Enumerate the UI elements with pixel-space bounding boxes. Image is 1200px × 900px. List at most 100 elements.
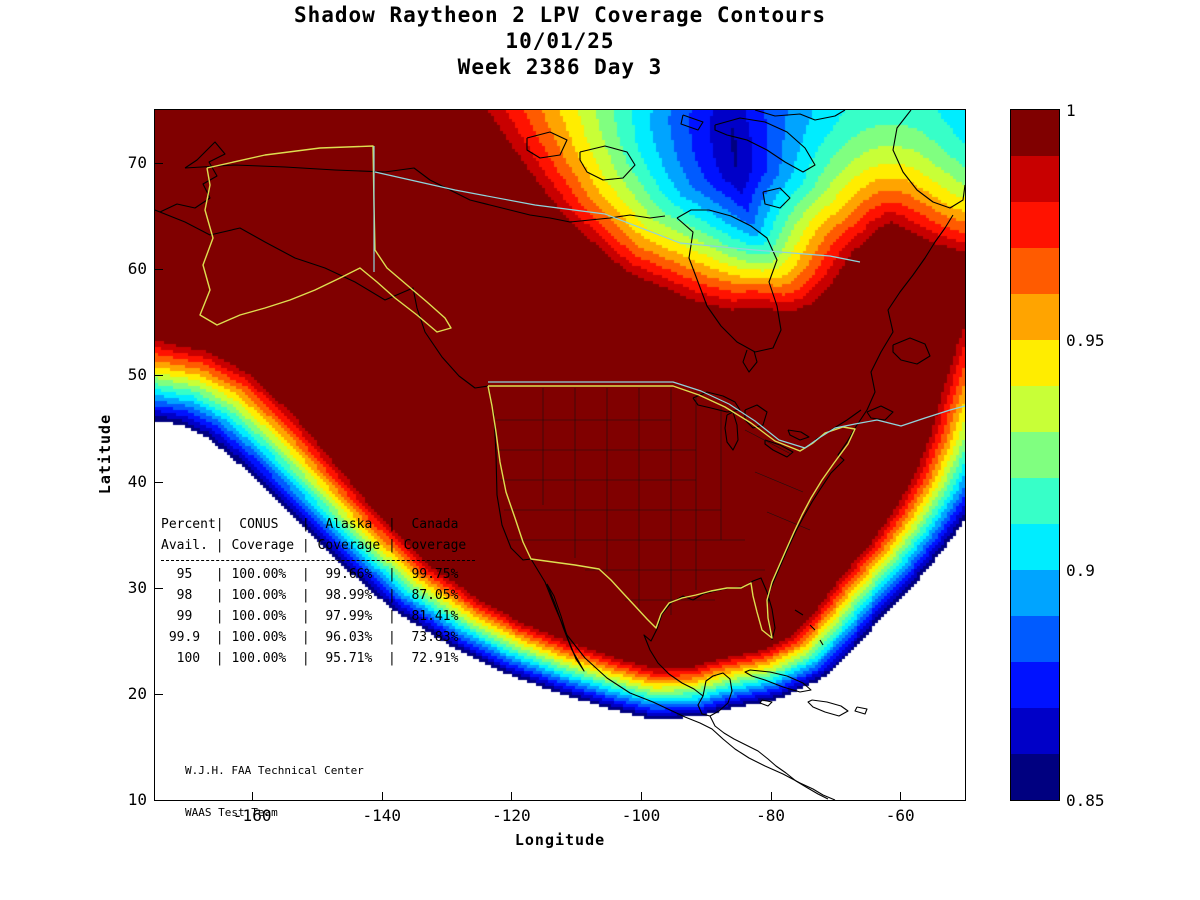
y-tick-mark <box>155 587 163 589</box>
coverage-table-header: Percent| CONUS | Alaska | Canada <box>161 517 475 532</box>
coastlines <box>692 391 741 413</box>
y-tick-label: 70 <box>127 153 147 173</box>
colorbar-band <box>1011 202 1059 248</box>
figure-title: Shadow Raytheon 2 LPV Coverage Contours … <box>155 2 965 80</box>
title-line1: Shadow Raytheon 2 LPV Coverage Contours <box>293 3 827 27</box>
colorbar-band <box>1011 386 1059 432</box>
x-tick-mark <box>900 792 902 800</box>
state-borders <box>754 471 804 493</box>
coastlines <box>487 385 836 800</box>
x-tick-label: -80 <box>756 806 786 825</box>
y-tick-label: 10 <box>127 790 147 809</box>
state-borders <box>766 511 811 531</box>
x-tick-label: -140 <box>362 806 402 825</box>
x-tick-mark <box>252 792 254 800</box>
coastlines <box>744 669 812 693</box>
coverage-table: Percent| CONUS | Alaska | Canada Avail. … <box>161 514 475 669</box>
x-tick-mark <box>770 792 772 800</box>
coastlines <box>742 349 758 373</box>
y-tick-mark <box>155 800 163 801</box>
coastlines <box>787 429 810 441</box>
fir-boundaries <box>374 171 861 263</box>
y-tick-mark <box>155 269 163 271</box>
coastlines <box>184 164 666 223</box>
coverage-table-row: 99.9 | 100.00% | 96.03% | 73.83% <box>161 630 475 645</box>
coastlines <box>866 405 894 421</box>
credit-line1: W.J.H. FAA Technical Center <box>185 764 364 777</box>
colorbar-band <box>1011 754 1059 800</box>
y-tick-mark <box>155 693 163 695</box>
colorbar-tick-label: 0.9 <box>1066 561 1095 580</box>
coverage-table-header: Avail. | Coverage | Coverage | Coverage <box>161 538 475 553</box>
coastlines <box>724 411 739 451</box>
x-tick-mark <box>641 792 642 800</box>
y-tick-label: 50 <box>127 365 147 385</box>
x-tick-label: -60 <box>885 806 915 825</box>
coastlines <box>807 699 849 717</box>
y-tick-mark <box>155 375 163 377</box>
coastlines <box>159 141 226 213</box>
y-tick-label: 60 <box>127 259 147 279</box>
colorbar-band <box>1011 294 1059 340</box>
colorbar-band <box>1011 432 1059 478</box>
coverage-table-row: 99 | 100.00% | 97.99% | 81.41% <box>161 609 475 624</box>
y-tick-mark <box>155 481 163 483</box>
y-tick-mark <box>155 163 163 165</box>
colorbar-band <box>1011 478 1059 524</box>
x-tick-label: -160 <box>232 806 272 825</box>
coastlines <box>854 214 954 429</box>
y-axis-label: Latitude <box>96 413 114 495</box>
x-tick-label: -100 <box>621 806 661 825</box>
colorbar-band <box>1011 524 1059 570</box>
colorbar-tick-label: 0.95 <box>1066 331 1105 350</box>
coverage-table-row: 98 | 100.00% | 98.99% | 87.05% <box>161 588 475 603</box>
x-tick-label: -120 <box>492 806 531 825</box>
coastlines <box>854 706 868 715</box>
colorbar-band <box>1011 248 1059 294</box>
colorbar-band <box>1011 708 1059 754</box>
y-tick-label: 40 <box>127 471 147 491</box>
colorbar-band <box>1011 616 1059 662</box>
colorbar <box>1010 109 1060 801</box>
colorbar-tick-label: 1 <box>1066 101 1076 120</box>
coverage-table-separator <box>161 560 475 561</box>
coastlines <box>546 583 585 672</box>
credit-text: W.J.H. FAA Technical Center WAAS Test Te… <box>185 736 364 848</box>
y-tick-label: 20 <box>127 683 147 703</box>
state-borders <box>744 429 792 455</box>
contour-canvas <box>155 110 965 800</box>
x-axis-label: Longitude <box>514 831 606 849</box>
coastlines <box>754 110 846 121</box>
colorbar-tick-label: 0.85 <box>1066 791 1105 810</box>
fir-boundaries <box>488 381 965 449</box>
colorbar-band <box>1011 570 1059 616</box>
map-overlay <box>155 110 965 800</box>
colorbar-band <box>1011 662 1059 708</box>
coastlines <box>579 145 636 181</box>
coastlines <box>680 114 704 131</box>
y-tick-label: 30 <box>127 577 147 597</box>
coastlines <box>809 624 816 631</box>
coastlines <box>526 131 568 159</box>
title-line2: 10/01/25 <box>505 29 615 53</box>
coverage-table-row: 95 | 100.00% | 99.66% | 99.75% <box>161 567 475 582</box>
coastlines <box>155 209 489 389</box>
coastlines <box>676 209 782 353</box>
coastlines <box>714 117 816 173</box>
coastlines <box>766 427 856 641</box>
coastlines <box>709 715 829 800</box>
x-tick-mark <box>381 792 383 800</box>
colorbar-band <box>1011 110 1059 156</box>
coastlines <box>764 439 794 458</box>
plot-area: Percent| CONUS | Alaska | Canada Avail. … <box>154 109 966 819</box>
colorbar-band <box>1011 340 1059 386</box>
coastlines <box>697 672 733 717</box>
coverage-table-row: 100 | 100.00% | 95.71% | 72.91% <box>161 651 475 666</box>
coastlines <box>759 699 773 707</box>
coastlines <box>892 110 965 209</box>
x-tick-mark <box>511 792 513 800</box>
colorbar-band <box>1011 156 1059 202</box>
coastlines <box>794 609 804 616</box>
coastlines <box>892 337 931 365</box>
